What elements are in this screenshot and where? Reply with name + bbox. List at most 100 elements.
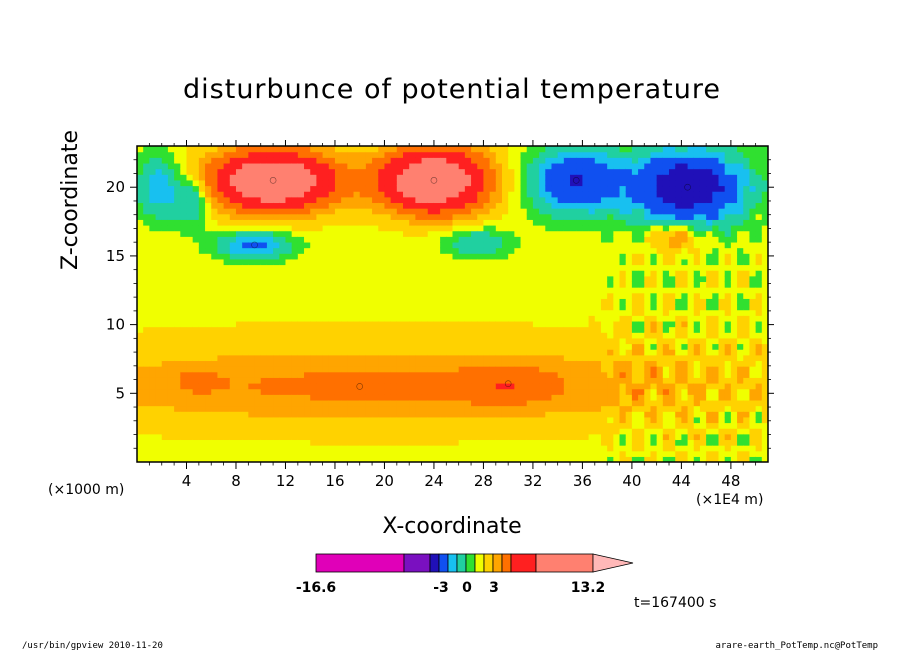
field-cell — [254, 422, 262, 429]
field-cell — [440, 309, 447, 316]
field-cell — [334, 320, 342, 328]
field-cell — [452, 439, 460, 446]
field-cell — [192, 292, 200, 299]
field-cell — [291, 292, 299, 299]
field-cell — [334, 416, 342, 424]
field-cell — [421, 162, 429, 170]
field-cell — [365, 411, 373, 418]
field-cell — [681, 196, 689, 204]
field-cell — [304, 343, 311, 350]
field-cell — [186, 320, 194, 328]
field-cell — [143, 315, 150, 322]
field-cell — [291, 405, 299, 412]
field-cell — [260, 225, 268, 232]
field-cell — [477, 332, 485, 339]
field-cell — [675, 450, 682, 457]
field-cell — [495, 208, 503, 215]
field-cell — [248, 191, 256, 198]
field-cell — [248, 304, 256, 311]
field-cell — [279, 383, 287, 390]
field-cell — [229, 225, 237, 232]
field-cell — [390, 360, 398, 367]
field-cell — [452, 332, 460, 339]
field-cell — [495, 315, 503, 322]
field-cell — [551, 326, 559, 333]
field-cell — [433, 213, 441, 220]
field-cell — [415, 185, 423, 192]
field-cell — [650, 416, 658, 424]
field-cell — [235, 219, 243, 226]
field-cell — [662, 225, 670, 232]
field-cell — [211, 349, 219, 356]
field-cell — [304, 196, 311, 204]
field-cell — [316, 253, 324, 260]
field-cell — [359, 287, 367, 294]
field-cell — [260, 320, 268, 328]
field-cell — [662, 371, 670, 378]
field-cell — [675, 236, 682, 243]
field-cell — [341, 287, 348, 294]
field-cell — [198, 349, 206, 356]
field-cell — [433, 411, 441, 418]
field-cell — [458, 179, 466, 187]
field-cell — [619, 253, 627, 260]
field-cell — [594, 309, 602, 316]
field-cell — [662, 191, 670, 198]
field-cell — [217, 230, 225, 237]
field-cell — [235, 258, 243, 266]
field-cell — [254, 247, 262, 254]
field-cell — [458, 157, 466, 164]
field-cell — [539, 360, 546, 367]
field-cell — [483, 304, 491, 311]
field-cell — [167, 174, 175, 181]
field-cell — [464, 151, 472, 158]
field-cell — [613, 309, 621, 316]
field-cell — [322, 275, 330, 283]
field-cell — [545, 450, 553, 457]
field-cell — [576, 371, 584, 378]
field-cell — [242, 428, 249, 435]
field-cell — [328, 315, 336, 322]
field-cell — [211, 433, 219, 441]
field-cell — [495, 388, 503, 395]
field-cell — [594, 162, 602, 170]
field-cell — [483, 213, 491, 220]
field-cell — [390, 151, 398, 158]
field-cell — [669, 270, 676, 277]
field-cell — [669, 445, 676, 452]
field-cell — [304, 332, 311, 339]
field-cell — [433, 315, 441, 322]
field-cell — [532, 309, 540, 316]
field-cell — [520, 354, 528, 362]
field-cell — [260, 174, 268, 181]
field-cell — [229, 236, 237, 243]
field-cell — [557, 230, 565, 237]
field-cell — [508, 304, 515, 311]
field-cell — [415, 354, 423, 362]
field-cell — [539, 332, 546, 339]
field-cell — [631, 253, 639, 260]
field-cell — [390, 202, 398, 209]
field-cell — [235, 253, 243, 260]
field-cell — [638, 247, 645, 254]
field-cell — [359, 309, 367, 316]
field-cell — [378, 219, 386, 226]
field-cell — [242, 337, 249, 345]
field-cell — [446, 213, 454, 220]
field-cell — [223, 168, 231, 175]
field-cell — [155, 388, 163, 395]
field-cell — [458, 196, 466, 204]
field-cell — [372, 383, 379, 390]
field-cell — [155, 326, 163, 333]
field-cell — [631, 428, 639, 435]
field-cell — [180, 157, 188, 164]
field-cell — [675, 445, 682, 452]
field-cell — [149, 208, 157, 215]
field-cell — [198, 399, 206, 407]
field-cell — [291, 236, 299, 243]
field-cell — [334, 151, 342, 158]
field-cell — [662, 383, 670, 390]
field-cell — [223, 202, 231, 209]
field-cell — [297, 225, 305, 232]
field-cell — [353, 196, 361, 204]
